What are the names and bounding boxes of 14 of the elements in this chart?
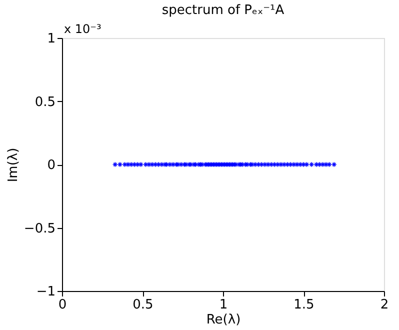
x-tick-label: 1 <box>219 298 228 312</box>
y-tick-label: 0.5 <box>34 94 56 110</box>
text: x 10⁻³ <box>64 22 102 36</box>
x-tick-label: 0 <box>58 298 67 312</box>
y-axis-title: Im(λ) <box>6 148 21 182</box>
x-tick-label: 1.5 <box>294 298 314 312</box>
y-tick-label: −1 <box>36 284 56 300</box>
x-tick-label: 0.5 <box>132 298 154 312</box>
chart-title: spectrum of Pₑₓ⁻¹A <box>162 3 284 18</box>
y-tick-label: 1 <box>47 32 56 46</box>
y-tick-label: −0.5 <box>24 221 56 236</box>
x-tick-label: 2 <box>380 298 389 312</box>
y-tick-label: 0 <box>47 158 56 173</box>
x-axis-title: Re(λ) <box>206 312 241 328</box>
